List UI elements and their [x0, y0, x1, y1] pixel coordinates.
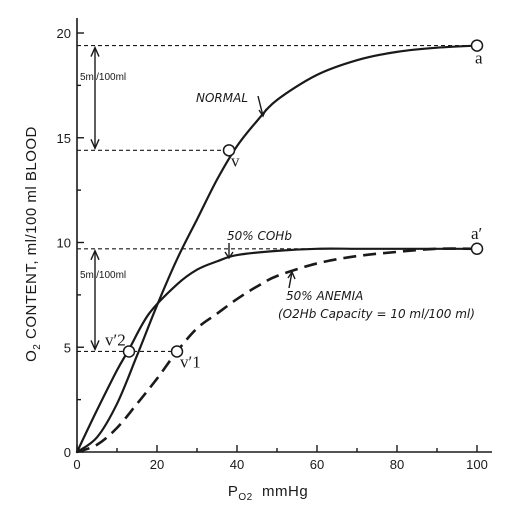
- gap-label-top: 5ml/100ml: [80, 72, 126, 83]
- x-axis-title-main: P: [228, 483, 239, 500]
- x-tick-label: 100: [466, 457, 488, 472]
- point-marker: [170, 345, 184, 358]
- point-label: v: [231, 151, 240, 170]
- y-tick-label: 5: [64, 340, 71, 355]
- annotation-anemia-capacity: (O2Hb Capacity = 10 ml/100 ml): [278, 307, 475, 321]
- series-line-normal: [75, 44, 479, 454]
- pointer-cohb-head: [224, 251, 234, 260]
- gap-arrow-bottom-head-up: [90, 249, 100, 261]
- point-marker: [470, 242, 484, 256]
- pointer-anemia-head: [287, 270, 296, 280]
- gap-arrow-top-head-down: [90, 139, 100, 151]
- y-tick-label: 20: [57, 26, 71, 41]
- annotation-normal: NORMAL: [196, 91, 248, 105]
- point-label: a′: [471, 224, 482, 243]
- pointer-anemia: [288, 271, 293, 289]
- y-axis-title-rest: CONTENT, ml/100 ml BLOOD: [23, 126, 40, 344]
- x-axis-title-sub: O2: [238, 492, 252, 503]
- annotation-anemia: 50% ANEMIA: [286, 289, 363, 303]
- pointer-normal-head: [258, 108, 267, 118]
- y-axis-title-pre: O: [23, 350, 40, 362]
- point-marker: [470, 39, 484, 52]
- annotation-cohb: 50% COHb: [227, 229, 292, 243]
- point-label: v′2: [105, 330, 126, 349]
- pointer-normal: [257, 95, 264, 117]
- point-label: a: [475, 49, 483, 68]
- gap-label-bottom: 5ml/100ml: [80, 270, 126, 281]
- y-tick-label: 0: [64, 445, 71, 460]
- x-tick-label: 60: [310, 457, 324, 472]
- point-marker: [222, 144, 236, 157]
- gap-arrow-top-head-up: [90, 45, 100, 57]
- series-line-50-cohb: [75, 247, 479, 454]
- point-label: v′1: [180, 352, 201, 371]
- y-axis-title-sub: 2: [32, 344, 43, 350]
- x-axis-title: PO2 mmHg: [228, 483, 308, 503]
- x-tick-label: 0: [73, 457, 80, 472]
- x-tick-label: 40: [230, 457, 244, 472]
- point-marker: [122, 345, 136, 358]
- x-tick-label: 80: [390, 457, 404, 472]
- x-axis-title-unit: mmHg: [253, 483, 309, 500]
- x-tick-label: 20: [150, 457, 164, 472]
- series-line-50-anemia: [76, 247, 478, 454]
- y-tick-label: 15: [57, 131, 71, 146]
- y-tick-label: 10: [57, 236, 71, 251]
- y-axis-title: O2 CONTENT, ml/100 ml BLOOD: [23, 126, 43, 362]
- gap-arrow-bottom-head-down: [90, 340, 100, 352]
